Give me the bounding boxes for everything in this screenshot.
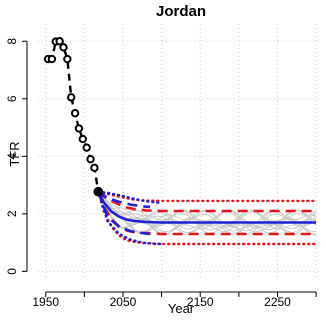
- interval-95-upper: [97, 190, 318, 203]
- observed-point: [47, 54, 57, 64]
- median-projection-line: [97, 191, 317, 224]
- x-tick-label: 2250: [264, 295, 291, 309]
- observed-point: [93, 186, 104, 197]
- interval-80-lower: [97, 191, 317, 236]
- interval-80-upper: [97, 190, 317, 213]
- observed-point: [78, 134, 88, 144]
- observed-point: [63, 54, 72, 64]
- y-tick-label: 0: [5, 268, 19, 275]
- trajectory-line: [97, 191, 317, 236]
- blue-band-outer-lower: [97, 190, 163, 246]
- blue-band-lower: [97, 191, 151, 236]
- chart-title: Jordan: [156, 3, 206, 20]
- observed-point: [55, 37, 64, 46]
- y-axis-label: TFR: [7, 141, 22, 166]
- observed-point: [59, 43, 68, 52]
- observed-point: [86, 154, 95, 164]
- x-tick-label: 2150: [187, 295, 214, 309]
- trajectory-line: [97, 191, 317, 236]
- observed-point: [90, 163, 99, 173]
- observed-point: [67, 93, 76, 102]
- y-tick-label: 2: [5, 210, 19, 217]
- blue-band-outer-upper: [97, 190, 163, 205]
- observed-point: [74, 124, 84, 133]
- axes: 1950 2050 2150 2250 0 2 4 6 8: [5, 38, 317, 309]
- blue-band-upper: [97, 190, 151, 209]
- observed-point: [82, 143, 91, 152]
- x-tick-label: 2050: [110, 295, 137, 309]
- observed-point: [70, 108, 80, 118]
- y-tick-label: 6: [5, 95, 19, 102]
- plot-area: [38, 24, 320, 280]
- x-tick-label: 1950: [32, 295, 59, 309]
- y-tick-label: 4: [5, 153, 19, 160]
- x-axis-label: Year: [168, 301, 195, 316]
- y-tick-label: 8: [5, 38, 19, 45]
